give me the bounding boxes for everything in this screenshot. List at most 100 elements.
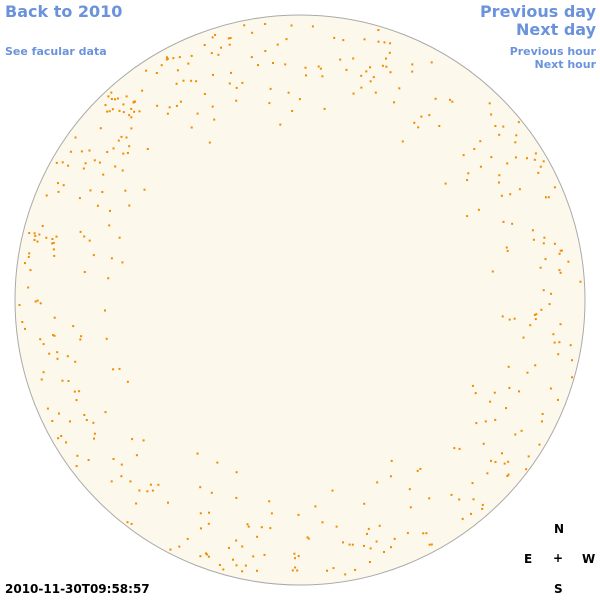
facula-dot — [389, 71, 392, 74]
facula-dot — [520, 429, 523, 432]
compass-west: W — [582, 552, 596, 566]
facula-dot — [466, 179, 469, 182]
facula-dot — [114, 165, 117, 168]
facula-dot — [156, 104, 159, 107]
facula-dot — [344, 573, 347, 576]
facula-dot — [411, 63, 414, 66]
facula-dot — [553, 341, 556, 344]
facula-dot — [207, 522, 210, 525]
facula-dot — [105, 337, 108, 340]
facula-dot — [121, 261, 124, 264]
facula-dot — [34, 300, 37, 303]
facula-dot — [107, 277, 110, 280]
facula-dot — [430, 543, 433, 546]
facula-dot — [542, 160, 545, 163]
facula-dot — [36, 240, 39, 243]
facula-dot — [176, 69, 179, 72]
facula-dot — [104, 411, 107, 414]
facula-dot — [104, 309, 106, 312]
facula-dot — [375, 540, 378, 543]
facula-dot — [28, 252, 31, 255]
facula-dot — [124, 189, 127, 192]
facula-dot — [360, 86, 363, 89]
facula-dot — [80, 150, 83, 153]
facula-dot — [106, 151, 109, 153]
facula-dot — [383, 41, 386, 44]
facula-dot — [74, 360, 77, 363]
facula-dot — [264, 50, 267, 52]
facula-dot — [385, 65, 388, 68]
facula-dot — [490, 459, 492, 462]
facula-dot — [388, 51, 391, 54]
facula-dot — [482, 442, 485, 445]
facula-dot — [323, 107, 326, 110]
facula-dot — [206, 553, 209, 556]
facula-dot — [369, 80, 372, 83]
facula-dot — [333, 36, 336, 39]
facula-dot — [369, 66, 371, 69]
facula-dot — [451, 100, 454, 103]
facula-dot — [67, 164, 70, 167]
facula-dot — [172, 57, 175, 60]
facula-dot — [212, 73, 214, 76]
facula-dot — [490, 113, 493, 116]
facula-dot — [69, 150, 72, 153]
previous-hour-link[interactable]: Previous hour — [509, 45, 596, 58]
previous-day-link[interactable]: Previous day — [479, 2, 596, 21]
facula-dot — [342, 39, 345, 42]
facula-dot — [276, 43, 279, 46]
facula-dot — [72, 325, 75, 328]
facula-dot — [160, 64, 163, 67]
facula-dot — [211, 105, 214, 108]
facula-dot — [110, 98, 113, 100]
facula-dot — [34, 234, 37, 237]
next-hour-link[interactable]: Next hour — [534, 58, 597, 71]
facula-dot — [122, 111, 125, 114]
facular-link[interactable]: See facular data — [5, 45, 107, 58]
facula-dot — [354, 568, 357, 571]
facula-dot — [533, 158, 536, 161]
facula-dot — [190, 126, 193, 129]
facula-dot — [560, 249, 563, 252]
facula-dot — [55, 235, 58, 238]
facula-dot — [305, 74, 307, 77]
facula-dot — [65, 441, 67, 444]
facula-dot — [210, 52, 213, 55]
facula-dot — [41, 225, 44, 227]
next-day-link[interactable]: Next day — [516, 20, 596, 39]
facula-dot — [326, 569, 328, 572]
facula-dot — [52, 248, 55, 251]
facula-dot — [553, 242, 556, 245]
facula-dot — [500, 194, 503, 197]
facula-dot — [235, 564, 238, 567]
facula-dot — [389, 42, 392, 45]
facula-dot — [263, 553, 266, 556]
facula-dot — [538, 443, 541, 446]
facula-dot — [493, 391, 496, 394]
facula-dot — [241, 545, 244, 548]
facula-dot — [69, 420, 71, 423]
facula-dot — [78, 390, 81, 393]
facula-dot — [122, 152, 125, 155]
facula-dot — [393, 101, 395, 104]
compass-north: N — [554, 522, 565, 536]
facula-dot — [146, 490, 149, 493]
facula-dot — [250, 56, 253, 59]
facula-dot — [491, 270, 494, 273]
back-link[interactable]: Back to 2010 — [5, 2, 123, 21]
facula-dot — [571, 359, 573, 362]
facula-dot — [471, 384, 474, 387]
facula-dot — [335, 525, 338, 528]
facula-dot — [53, 316, 56, 319]
facula-dot — [57, 437, 60, 440]
facula-dot — [269, 87, 272, 90]
facula-dot — [531, 229, 534, 232]
facula-dot — [559, 271, 562, 274]
facula-dot — [474, 392, 477, 395]
facula-dot — [559, 249, 562, 252]
facula-dot — [256, 569, 258, 572]
facula-dot — [534, 152, 537, 155]
facula-dot — [509, 193, 512, 196]
facula-dot — [321, 75, 324, 78]
